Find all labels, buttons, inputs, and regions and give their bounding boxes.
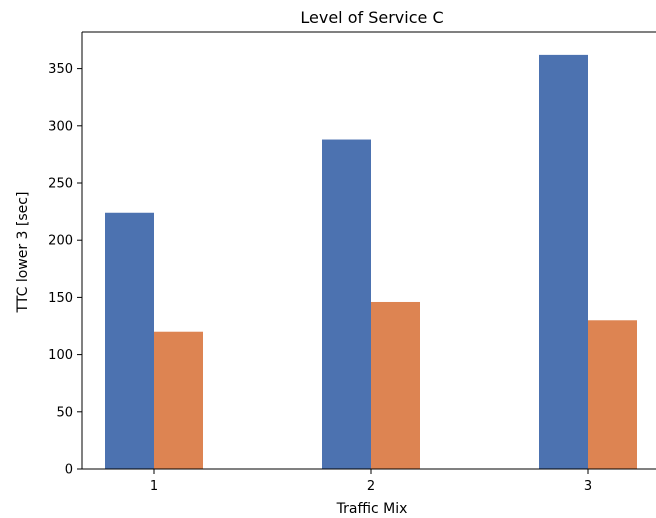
x-tick-label: 2	[367, 479, 375, 494]
y-tick-label: 250	[48, 177, 73, 192]
x-axis-label: Traffic Mix	[336, 501, 408, 517]
y-tick-label: 100	[48, 348, 73, 363]
y-axis-label: TTC lower 3 [sec]	[15, 192, 31, 314]
y-tick-label: 200	[48, 234, 73, 249]
y-tick-label: 150	[48, 291, 73, 306]
y-tick-label: 0	[65, 463, 73, 478]
y-tick-label: 50	[56, 405, 73, 420]
x-tick-label: 3	[584, 479, 592, 494]
bar-series1-cat1	[105, 212, 154, 469]
bar-series2-cat3	[588, 320, 637, 469]
bars-layer	[105, 54, 637, 470]
chart-title: Level of Service C	[300, 8, 443, 27]
bar-series1-cat2	[322, 139, 371, 469]
y-tick-label: 300	[48, 119, 73, 134]
x-tick-label: 1	[150, 479, 158, 494]
y-tick-label: 350	[48, 62, 73, 77]
bar-series2-cat2	[371, 301, 420, 469]
axes-layer: 0 50 100 150 200 250 300 350 1 2 3	[48, 31, 656, 494]
bar-series2-cat1	[154, 331, 203, 469]
bar-series1-cat3	[539, 54, 588, 470]
